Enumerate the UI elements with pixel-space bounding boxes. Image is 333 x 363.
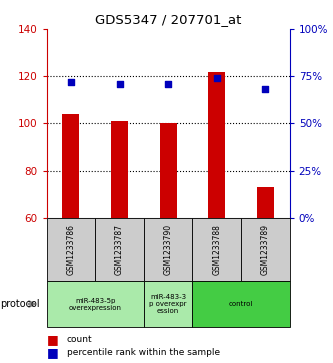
Bar — [208, 72, 225, 218]
Bar — [160, 123, 177, 218]
Text: miR-483-3
p overexpr
ession: miR-483-3 p overexpr ession — [150, 294, 187, 314]
Point — [263, 86, 268, 92]
Bar — [257, 187, 274, 218]
Text: GSM1233790: GSM1233790 — [164, 224, 173, 275]
Text: GSM1233786: GSM1233786 — [66, 224, 76, 275]
Bar — [111, 121, 128, 218]
Point — [117, 81, 122, 87]
Point — [166, 81, 171, 87]
Text: percentile rank within the sample: percentile rank within the sample — [67, 348, 220, 356]
Text: ■: ■ — [47, 333, 58, 346]
Bar — [62, 114, 80, 218]
Point — [214, 75, 219, 81]
Title: GDS5347 / 207701_at: GDS5347 / 207701_at — [95, 13, 241, 26]
Point — [68, 79, 74, 85]
Text: miR-483-5p
overexpression: miR-483-5p overexpression — [69, 298, 122, 310]
Text: protocol: protocol — [0, 299, 40, 309]
Text: GSM1233789: GSM1233789 — [261, 224, 270, 275]
Text: ■: ■ — [47, 346, 58, 359]
Text: count: count — [67, 335, 92, 344]
Text: GSM1233788: GSM1233788 — [212, 224, 221, 275]
Text: GSM1233787: GSM1233787 — [115, 224, 124, 275]
Text: control: control — [229, 301, 253, 307]
